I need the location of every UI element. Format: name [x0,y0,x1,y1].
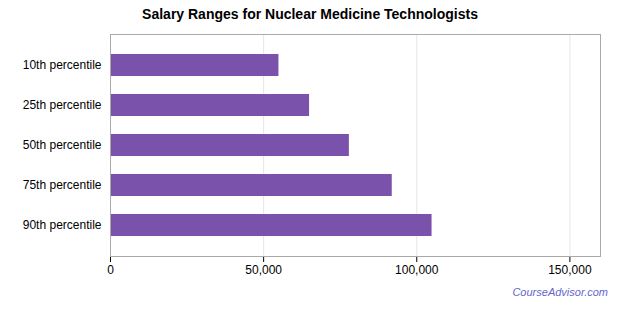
svg-text:50th percentile: 50th percentile [23,138,102,152]
svg-text:90th percentile: 90th percentile [23,218,102,232]
svg-text:100,000: 100,000 [395,263,439,277]
svg-text:10th percentile: 10th percentile [23,58,102,72]
svg-text:25th percentile: 25th percentile [23,98,102,112]
svg-text:0: 0 [107,263,114,277]
svg-text:50,000: 50,000 [245,263,282,277]
html-text:CourseAdvisor.com: CourseAdvisor.com [512,286,608,298]
html-text:Salary Ranges for Nuclear Medi: Salary Ranges for Nuclear Medicine Techn… [142,6,478,22]
svg-text:75th percentile: 75th percentile [23,178,102,192]
svg-text:150,000: 150,000 [548,263,592,277]
